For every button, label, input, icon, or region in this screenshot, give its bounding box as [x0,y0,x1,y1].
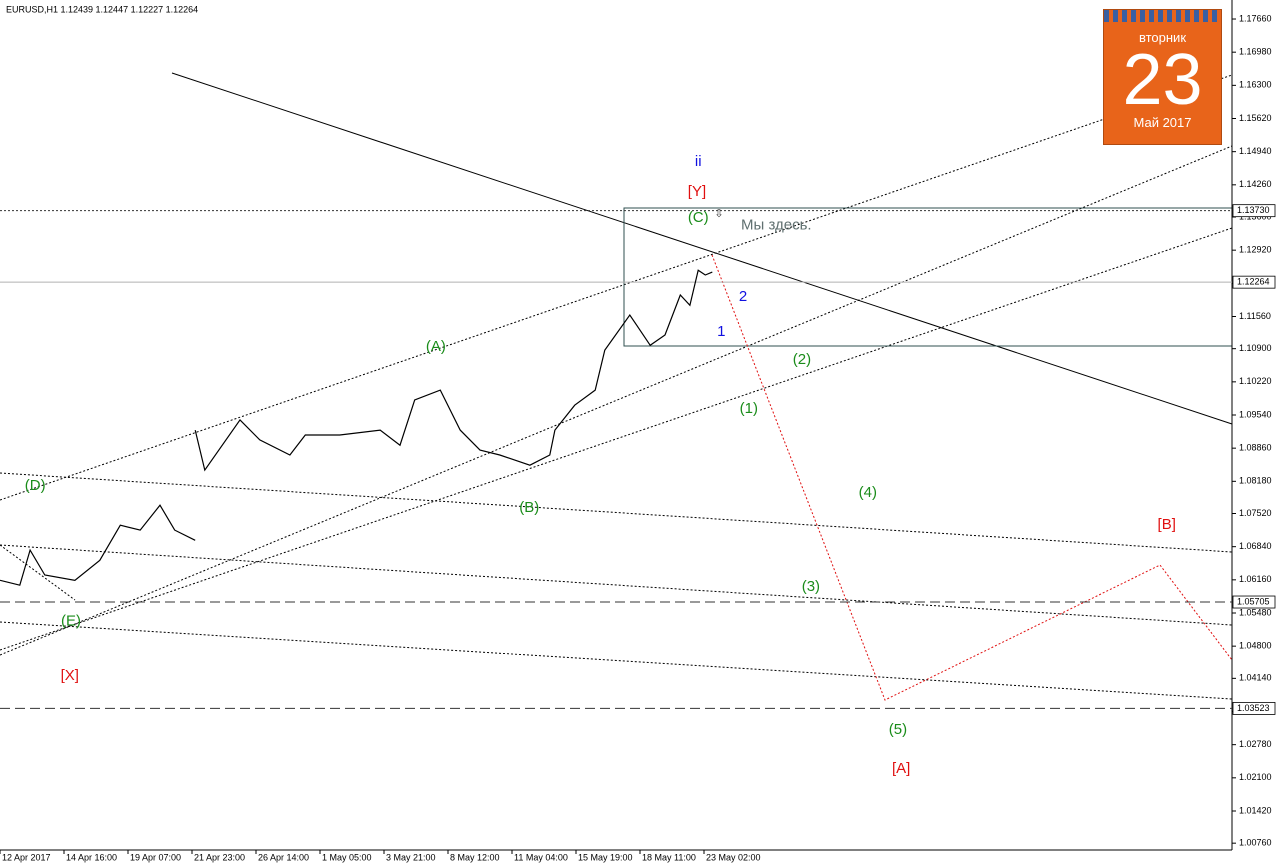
x-tick-label: 15 May 19:00 [578,852,633,862]
y-tick-label: 1.16980 [1239,47,1272,57]
wave-label: [Y] [688,183,706,200]
y-tick-label: 1.00760 [1239,838,1272,848]
y-tick-label: 1.04800 [1239,641,1272,651]
x-tick-label: 14 Apr 16:00 [66,852,117,862]
x-tick-label: 26 Apr 14:00 [258,852,309,862]
wave-label: [X] [61,667,79,684]
channel-line [0,544,76,601]
check-mark: ✓ [876,684,886,698]
calendar-widget: вторник 23 Май 2017 [1103,9,1222,145]
wave-label: (D) [25,477,46,494]
wave-label: [A] [892,760,910,777]
y-tick-label: 1.01420 [1239,805,1272,815]
arrow-mark: ⇩ [714,208,723,220]
calendar-day: 23 [1122,40,1203,120]
x-tick-label: 3 May 21:00 [386,852,436,862]
cross-mark: × [728,154,735,168]
wave-label: (5) [889,721,907,738]
y-tick-label: 1.02780 [1239,739,1272,749]
price-level-label: 1.12264 [1237,277,1270,287]
y-tick-label: 1.14260 [1239,179,1272,189]
y-tick-label: 1.14940 [1239,146,1272,156]
y-tick-label: 1.10220 [1239,376,1272,386]
price-level-box [1232,204,1276,218]
channel-line [0,544,1233,626]
chart-title: EURUSD,H1 1.12439 1.12447 1.12227 1.1226… [6,4,198,14]
y-tick-label: 1.02100 [1239,772,1272,782]
y-tick-label: 1.06160 [1239,574,1272,584]
x-tick-label: 19 Apr 07:00 [130,852,181,862]
wave-label: (1) [740,400,758,417]
price-level-box [1232,595,1276,609]
channel-line [0,145,1233,656]
calendar-rings [1104,10,1221,22]
x-tick-label: 23 May 02:00 [706,852,761,862]
channel-line [0,74,1233,501]
price-level-box [1232,702,1276,715]
trend-line [171,72,1233,425]
y-tick-label: 1.11560 [1239,311,1271,321]
y-tick-label: 1.16300 [1239,80,1272,90]
y-tick-label: 1.09540 [1239,409,1272,419]
wave-label: (4) [859,484,877,501]
price-level-label: 1.05705 [1237,596,1270,606]
y-tick-label: 1.05480 [1239,607,1272,617]
x-tick-label: 18 May 11:00 [642,852,696,862]
y-tick-label: 1.12920 [1239,245,1272,255]
wave-label: (E) [61,612,81,629]
y-tick-label: 1.08860 [1239,443,1272,453]
price-level-box [1232,275,1276,289]
wave-label: 1 [717,323,725,340]
calendar-month: Май 2017 [1133,115,1192,130]
y-tick-label: 1.04140 [1239,673,1272,683]
channel-line [0,227,1233,651]
y-tick-label: 1.07520 [1239,508,1272,518]
wave-label: (C) [688,209,709,226]
x-tick-label: 1 May 05:00 [322,852,372,862]
wave-label: (A) [426,338,446,355]
y-tick-label: 1.15620 [1239,113,1272,123]
wave-label: 2 [739,288,747,305]
wave-label: ii [695,153,702,170]
calendar-weekday: вторник [1138,30,1187,45]
price-line [0,269,713,586]
wave-label: (3) [802,578,820,595]
projection [711,254,1233,701]
price-level-label: 1.03523 [1237,703,1270,713]
wave-label: [B] [1158,516,1176,533]
channel-line [0,472,1233,553]
y-tick-label: 1.17660 [1239,13,1272,23]
drawings: ✓ × ⇩ [0,72,1233,701]
wave-label: (2) [793,351,811,368]
price-level-label: 1.13730 [1237,205,1270,215]
x-tick-label: 11 May 04:00 [514,852,568,862]
y-tick-label: 1.06840 [1239,541,1272,551]
x-tick-label: 12 Apr 2017 [2,852,51,862]
wave-label: (B) [519,499,539,516]
wave-label: Мы здесь. [741,216,812,233]
x-tick-label: 8 May 12:00 [450,852,500,862]
y-tick-label: 1.08180 [1239,476,1272,486]
x-tick-label: 21 Apr 23:00 [194,852,245,862]
box [623,207,1233,347]
y-tick-label: 1.10900 [1239,343,1272,353]
channel-line [0,621,1233,700]
